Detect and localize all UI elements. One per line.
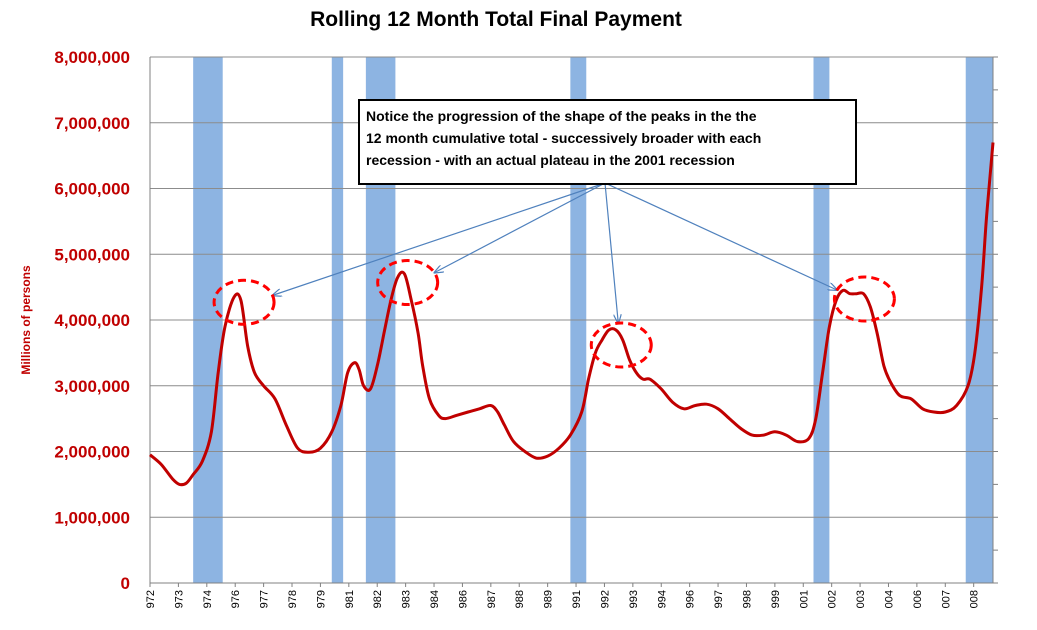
- x-tick-label: 993: [628, 590, 640, 608]
- y-tick-labels: 0 1,000,000 2,000,000 3,000,000 4,000,000 5,0…: [54, 48, 130, 593]
- x-tick-label: 972: [145, 590, 157, 608]
- y-tick-label: 5,000,000: [54, 245, 130, 264]
- y-tick-label: 1,000,000: [54, 508, 130, 527]
- annotation-line-1: Notice the progression of the shape of t…: [366, 108, 757, 124]
- annotation-arrow-1: [273, 182, 606, 295]
- x-tick-label: 981: [344, 590, 356, 608]
- annotation-arrow-2: [434, 182, 606, 273]
- annotation-arrow-3: [604, 182, 618, 323]
- peak-highlight-circles: [212, 259, 896, 369]
- x-tick-label: 978: [287, 590, 299, 608]
- annotation-line-3: recession - with an actual plateau in th…: [366, 152, 735, 168]
- x-tick-label: 976: [230, 590, 242, 608]
- x-tick-label: 974: [202, 590, 214, 608]
- annotation-line-2: 12 month cumulative total - successively…: [366, 130, 762, 146]
- x-tick-label: 003: [855, 590, 867, 608]
- x-tick-label: 998: [741, 590, 753, 608]
- y-tick-label: 4,000,000: [54, 311, 130, 330]
- y-tick-label: 8,000,000: [54, 48, 130, 67]
- x-tick-label: 986: [457, 590, 469, 608]
- x-tick-label: 983: [401, 590, 413, 608]
- x-tick-label: 991: [571, 590, 583, 608]
- chart-title: Rolling 12 Month Total Final Payment: [310, 8, 682, 31]
- x-tick-label: 996: [685, 590, 697, 608]
- x-tick-label: 979: [315, 590, 327, 608]
- y-tick-label: 6,000,000: [54, 180, 130, 199]
- x-tick-label: 997: [713, 590, 725, 608]
- x-tick-labels: 972 973 974 976 977 978 979 981 982 983 984 986 987 9…: [145, 590, 981, 608]
- annotation-box: Notice the progression of the shape of t…: [358, 99, 857, 185]
- peak-circle-2: [376, 259, 440, 307]
- annotation-arrows: [273, 182, 837, 323]
- x-tick-label: 989: [543, 590, 555, 608]
- series-line-1: [149, 142, 995, 487]
- x-tick-label: 977: [259, 590, 271, 608]
- peak-circle-4: [832, 275, 896, 323]
- y-tick-label: 0: [121, 574, 130, 593]
- x-tick-label: 006: [912, 590, 924, 608]
- x-tick-label: 982: [372, 590, 384, 608]
- x-tick-label: 987: [486, 590, 498, 608]
- x-tick-label: 007: [940, 590, 952, 608]
- x-tick-label: 002: [827, 590, 839, 608]
- peak-circle-3: [589, 321, 653, 369]
- peak-circle-1: [212, 278, 276, 326]
- x-tick-label: 984: [429, 590, 441, 608]
- x-tick-label: 988: [514, 590, 526, 608]
- y-tick-label: 2,000,000: [54, 443, 130, 462]
- x-tick-label: 008: [969, 590, 981, 608]
- x-tick-label: 992: [599, 590, 611, 608]
- x-tick-label: 004: [883, 590, 895, 608]
- x-tick-label: 001: [798, 590, 810, 608]
- x-tick-label: 999: [770, 590, 782, 608]
- x-tick-label: 973: [173, 590, 185, 608]
- annotation-arrow-4: [604, 182, 837, 290]
- y-axis-label: Millions of persons: [19, 265, 33, 375]
- series-layer: [149, 142, 995, 487]
- x-tick-label: 994: [656, 590, 668, 608]
- y-tick-label: 7,000,000: [54, 114, 130, 133]
- y-tick-label: 3,000,000: [54, 377, 130, 396]
